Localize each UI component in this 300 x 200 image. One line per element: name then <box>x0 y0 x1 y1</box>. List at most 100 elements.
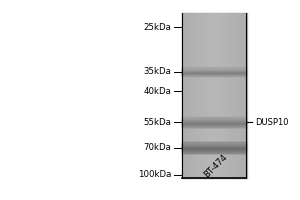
Bar <box>182 121 246 122</box>
Text: DUSP10: DUSP10 <box>255 118 289 127</box>
Bar <box>182 119 246 120</box>
Bar <box>229 12 230 178</box>
Bar <box>197 12 198 178</box>
Bar <box>220 12 221 178</box>
Bar <box>216 12 217 178</box>
Bar <box>199 12 200 178</box>
Bar <box>182 152 246 153</box>
Text: 25kDa: 25kDa <box>144 23 172 32</box>
Bar <box>182 124 246 125</box>
Bar <box>182 145 246 146</box>
Bar <box>182 149 246 150</box>
Bar <box>193 12 194 178</box>
Bar <box>182 73 246 74</box>
Bar <box>182 151 246 152</box>
Bar <box>225 12 226 178</box>
Bar <box>224 12 225 178</box>
Text: 100kDa: 100kDa <box>138 170 172 179</box>
Bar <box>210 12 211 178</box>
Bar <box>182 72 246 73</box>
Bar <box>182 119 246 120</box>
Bar <box>198 12 199 178</box>
Bar <box>189 12 190 178</box>
Bar <box>182 149 246 150</box>
Bar <box>228 12 229 178</box>
Bar <box>204 12 205 178</box>
Bar <box>182 150 246 151</box>
Bar <box>233 12 234 178</box>
Bar <box>188 12 189 178</box>
Bar <box>235 12 236 178</box>
Bar <box>182 143 246 144</box>
Bar <box>182 74 246 75</box>
Bar <box>182 126 246 127</box>
Bar <box>222 12 223 178</box>
Bar <box>182 124 246 125</box>
Bar <box>217 12 218 178</box>
Bar <box>200 12 202 178</box>
Bar <box>206 12 207 178</box>
Bar <box>191 12 192 178</box>
Bar <box>208 12 209 178</box>
Bar <box>182 71 246 72</box>
Bar <box>233 12 235 178</box>
Bar <box>182 120 246 121</box>
Bar <box>182 126 246 127</box>
Bar <box>241 12 242 178</box>
Bar <box>182 71 246 72</box>
Bar <box>202 12 203 178</box>
Bar <box>223 12 224 178</box>
Bar <box>215 12 216 178</box>
Bar <box>217 12 218 178</box>
Bar <box>214 12 215 178</box>
Bar <box>226 12 227 178</box>
Bar <box>182 75 246 76</box>
Bar <box>220 12 222 178</box>
Bar <box>209 12 210 178</box>
Bar <box>182 121 246 122</box>
Bar <box>195 12 196 178</box>
Bar <box>239 12 240 178</box>
Bar <box>238 12 239 178</box>
Bar <box>182 70 246 71</box>
Bar <box>186 12 187 178</box>
Bar <box>182 72 246 73</box>
Bar <box>182 12 183 178</box>
Bar <box>230 12 231 178</box>
Bar <box>237 12 238 178</box>
Bar <box>243 12 244 178</box>
Bar <box>182 68 246 69</box>
Bar <box>232 12 233 178</box>
Bar <box>185 12 186 178</box>
Bar <box>200 12 201 178</box>
Bar <box>194 12 195 178</box>
Bar <box>182 117 246 118</box>
Bar <box>182 152 246 153</box>
Bar <box>182 146 246 147</box>
Bar <box>182 125 246 126</box>
Bar <box>182 125 246 126</box>
Bar <box>183 12 184 178</box>
Bar <box>182 122 246 123</box>
Bar <box>196 12 197 178</box>
Bar <box>213 12 214 178</box>
Bar <box>211 12 212 178</box>
Bar <box>225 12 226 178</box>
Bar <box>212 12 214 178</box>
Bar <box>182 145 246 146</box>
Bar <box>246 12 247 178</box>
Bar <box>244 12 245 178</box>
Bar <box>188 12 189 178</box>
Bar <box>182 120 246 121</box>
Text: BT-474: BT-474 <box>202 153 229 180</box>
Bar <box>238 12 239 178</box>
Bar <box>182 142 246 143</box>
Text: 35kDa: 35kDa <box>144 67 172 76</box>
Text: 40kDa: 40kDa <box>144 87 172 96</box>
Bar <box>182 147 246 148</box>
Bar <box>182 144 246 145</box>
Bar <box>182 143 246 144</box>
Bar <box>182 142 246 143</box>
Bar <box>182 122 246 123</box>
Bar <box>182 118 246 119</box>
